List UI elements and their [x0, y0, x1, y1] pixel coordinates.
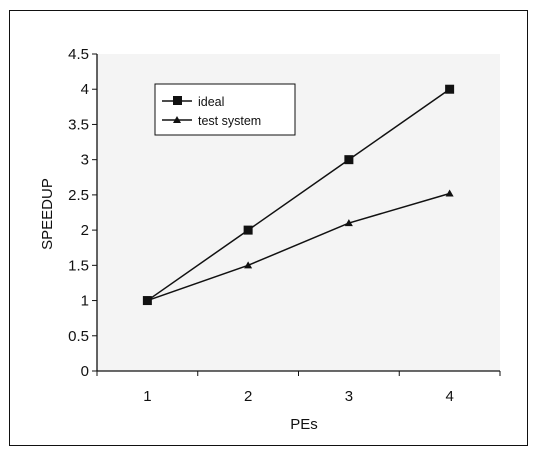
data-point-ideal: [344, 155, 354, 165]
legend-marker-triangle: [173, 116, 181, 123]
x-axis-title: PEs: [290, 416, 318, 433]
legend-label-test-system: test system: [198, 114, 261, 128]
y-tick-label: 4: [81, 81, 89, 98]
legend-box: [154, 83, 296, 136]
series-line-ideal: [146, 88, 451, 302]
y-axis: 0 0.5 1 1.5 2 2.5 3 3.5 4 4.5: [68, 46, 98, 380]
y-tick-label: 1.5: [68, 257, 89, 274]
y-tick-label: 0: [81, 363, 89, 380]
x-tick-label: 4: [445, 388, 453, 405]
data-point-test-system: [445, 189, 454, 197]
x-axis: 1 2 3 4: [96, 370, 501, 405]
y-axis-title: SPEEDUP: [39, 178, 56, 250]
series-line-test-system: [147, 192, 450, 302]
legend: ideal test system: [154, 83, 296, 136]
legend-label-ideal: ideal: [198, 95, 224, 109]
y-tick-label: 2.5: [68, 187, 89, 204]
y-tick-label: 1: [81, 293, 89, 310]
series-layer: [142, 84, 455, 306]
x-tick-label: 2: [244, 388, 252, 405]
data-point-test-system: [344, 219, 353, 227]
chart-frame: [9, 10, 528, 446]
data-point-ideal: [243, 225, 253, 235]
y-tick-label: 3: [81, 152, 89, 169]
y-tick-label: 3.5: [68, 116, 89, 133]
legend-marker-square: [173, 96, 182, 105]
y-tick-label: 0.5: [68, 328, 89, 345]
y-tick-label: 4.5: [68, 46, 89, 63]
data-point-test-system: [244, 261, 253, 269]
x-tick-label: 3: [345, 388, 353, 405]
data-point-test-system: [143, 296, 152, 304]
x-tick-label: 1: [143, 388, 151, 405]
y-tick-label: 2: [81, 222, 89, 239]
data-point-ideal: [445, 84, 455, 94]
